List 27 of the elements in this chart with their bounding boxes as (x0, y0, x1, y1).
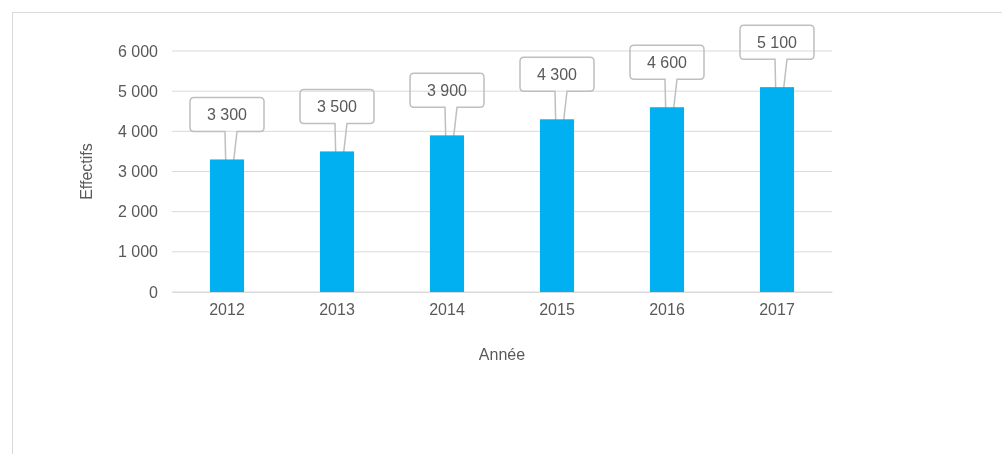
data-label: 3 900 (426, 82, 468, 100)
data-label: 3 500 (316, 98, 358, 116)
y-tick-label: 3 000 (117, 163, 159, 181)
data-label: 4 600 (646, 54, 688, 72)
x-tick-label: 2016 (649, 301, 685, 319)
y-tick-label: 4 000 (117, 122, 159, 140)
x-tick-label: 2015 (539, 301, 575, 319)
x-tick-label: 2017 (759, 301, 795, 319)
y-tick-label: 6 000 (117, 42, 159, 60)
data-label: 3 300 (206, 106, 248, 124)
y-axis-title: Effectifs (78, 143, 95, 200)
bar (649, 107, 685, 292)
x-tick-label: 2013 (319, 301, 355, 319)
x-tick-label: 2014 (429, 301, 465, 319)
data-label: 4 300 (536, 66, 578, 84)
data-label: 5 100 (756, 34, 798, 52)
y-tick-label: 0 (149, 283, 159, 301)
x-tick-label: 2012 (209, 301, 245, 319)
y-tick-label: 1 000 (117, 243, 159, 261)
y-tick-label: 5 000 (117, 82, 159, 100)
x-axis-title: Année (478, 346, 526, 363)
bar (319, 151, 355, 292)
bar (539, 119, 575, 292)
bar (209, 159, 245, 292)
bar (429, 135, 465, 292)
y-tick-label: 2 000 (117, 203, 159, 221)
bar (759, 87, 795, 292)
